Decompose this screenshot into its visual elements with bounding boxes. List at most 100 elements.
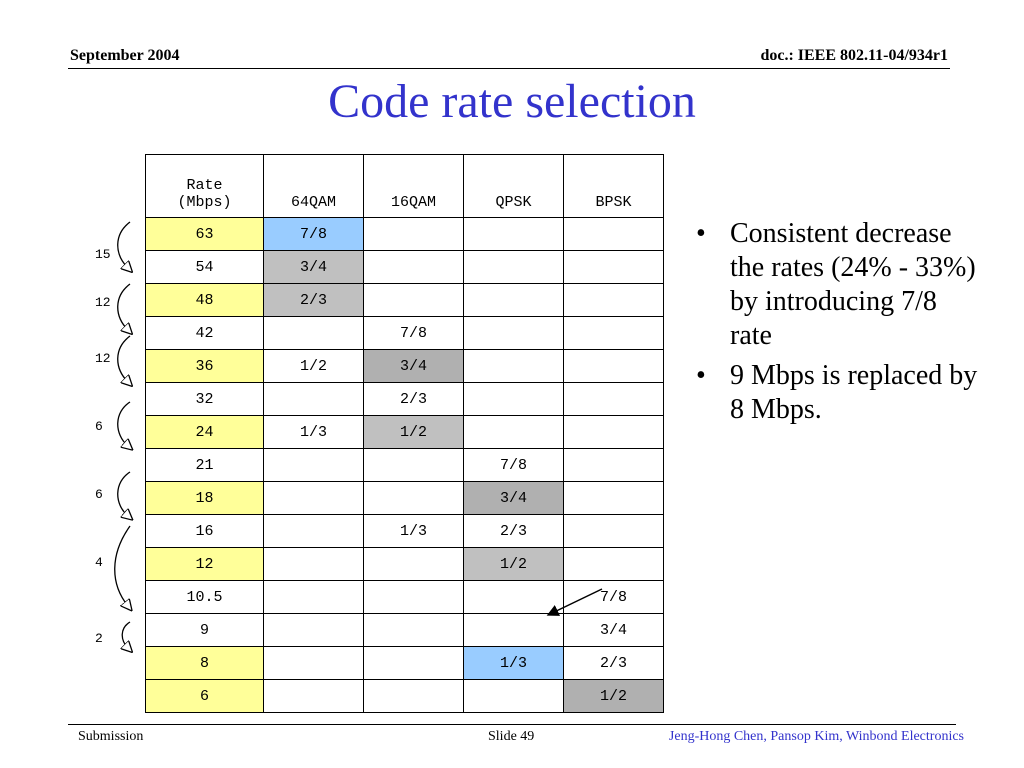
- bullet-item: 9 Mbps is replaced by 8 Mbps.: [690, 359, 980, 427]
- rate-cell: 21: [145, 448, 264, 482]
- rate-cell: 42: [145, 316, 264, 350]
- code-rate-cell: [363, 481, 464, 515]
- code-rate-cell: [563, 481, 664, 515]
- code-rate-cell: 3/4: [463, 481, 564, 515]
- code-rate-cell: 1/3: [263, 415, 364, 449]
- code-rate-cell: [563, 349, 664, 383]
- code-rate-cell: 1/2: [363, 415, 464, 449]
- jump-arrow-15: [117, 221, 130, 268]
- code-rate-cell: [563, 415, 664, 449]
- jump-arrow-6b: [117, 471, 130, 516]
- rate-cell: 54: [145, 250, 264, 284]
- code-rate-cell: [263, 679, 364, 713]
- code-rate-cell: [463, 283, 564, 317]
- footer-divider: [68, 724, 956, 725]
- jump-label: 15: [95, 247, 111, 262]
- code-rate-cell: 1/2: [463, 547, 564, 581]
- rate-cell: 8: [145, 646, 264, 680]
- code-rate-cell: [263, 448, 364, 482]
- footer-submission: Submission: [78, 729, 144, 744]
- code-rate-cell: [363, 613, 464, 647]
- code-rate-cell: [463, 250, 564, 284]
- column-header: BPSK: [563, 154, 664, 218]
- table-row: 42 7/8: [145, 316, 664, 350]
- code-rate-cell: [463, 415, 564, 449]
- code-rate-cell: [263, 514, 364, 548]
- code-rate-cell: 7/8: [563, 580, 664, 614]
- code-rate-cell: [263, 613, 364, 647]
- code-rate-cell: [563, 316, 664, 350]
- column-header: 64QAM: [263, 154, 364, 218]
- code-rate-cell: [363, 448, 464, 482]
- jump-label: 6: [95, 487, 103, 502]
- jump-label: 6: [95, 419, 103, 434]
- rate-step-arrows: 15 12 12 6 6 4 2: [95, 221, 150, 734]
- table-row: 48 2/3: [145, 283, 664, 317]
- code-rate-cell: [263, 547, 364, 581]
- table-row: 9 3/4: [145, 613, 664, 647]
- rate-cell: 10.5: [145, 580, 264, 614]
- rate-table: Rate (Mbps) 64QAM 16QAM QPSK BPSK 63 7/8…: [145, 154, 664, 713]
- column-header: QPSK: [463, 154, 564, 218]
- jump-arrow-6a: [117, 401, 130, 446]
- code-rate-cell: [563, 283, 664, 317]
- column-header: Rate (Mbps): [145, 154, 264, 218]
- footer-authors: Jeng-Hong Chen, Pansop Kim, Winbond Elec…: [668, 729, 964, 744]
- code-rate-cell: 2/3: [463, 514, 564, 548]
- header-divider: [68, 68, 950, 69]
- code-rate-cell: 3/4: [263, 250, 364, 284]
- rate-cell: 12: [145, 547, 264, 581]
- header-doc-id: doc.: IEEE 802.11-04/934r1: [760, 47, 948, 64]
- code-rate-cell: [363, 283, 464, 317]
- table-row: 32 2/3: [145, 382, 664, 416]
- rate-cell: 32: [145, 382, 264, 416]
- table-row: 63 7/8: [145, 217, 664, 251]
- code-rate-cell: 3/4: [363, 349, 464, 383]
- footer-slide-number: Slide 49: [488, 729, 535, 744]
- rate-cell: 48: [145, 283, 264, 317]
- code-rate-cell: [463, 316, 564, 350]
- code-rate-cell: 1/3: [463, 646, 564, 680]
- code-rate-cell: [263, 382, 364, 416]
- jump-label: 12: [95, 351, 111, 366]
- code-rate-cell: [463, 217, 564, 251]
- rate-cell: 63: [145, 217, 264, 251]
- table-row: 24 1/3 1/2: [145, 415, 664, 449]
- code-rate-cell: 7/8: [463, 448, 564, 482]
- code-rate-cell: [363, 217, 464, 251]
- table-row: 12 1/2: [145, 547, 664, 581]
- header-date: September 2004: [70, 47, 180, 64]
- table-row: 21 7/8: [145, 448, 664, 482]
- code-rate-cell: [463, 349, 564, 383]
- code-rate-cell: 2/3: [563, 646, 664, 680]
- table-header-row: Rate (Mbps) 64QAM 16QAM QPSK BPSK: [145, 154, 664, 218]
- rate-cell: 6: [145, 679, 264, 713]
- code-rate-cell: [263, 580, 364, 614]
- code-rate-cell: [363, 250, 464, 284]
- code-rate-cell: [463, 382, 564, 416]
- code-rate-cell: [563, 250, 664, 284]
- code-rate-cell: 1/2: [263, 349, 364, 383]
- code-rate-cell: 7/8: [363, 316, 464, 350]
- table-row: 18 3/4: [145, 481, 664, 515]
- jump-arrow-4: [114, 525, 130, 606]
- code-rate-cell: [263, 646, 364, 680]
- jump-label: 2: [95, 631, 103, 646]
- jump-label: 4: [95, 555, 103, 570]
- code-rate-cell: [563, 514, 664, 548]
- code-rate-cell: [363, 547, 464, 581]
- table-row: 6 1/2: [145, 679, 664, 713]
- jump-arrow-12a: [117, 283, 130, 330]
- jump-arrow-2: [122, 621, 130, 648]
- replacement-arrow: [546, 588, 603, 616]
- rate-cell: 24: [145, 415, 264, 449]
- rate-cell: 36: [145, 349, 264, 383]
- jump-label: 12: [95, 295, 111, 310]
- bullet-item: Consistent decrease the rates (24% - 33%…: [690, 217, 980, 353]
- code-rate-cell: [563, 382, 664, 416]
- rate-cell: 9: [145, 613, 264, 647]
- table-row: 8 1/3 2/3: [145, 646, 664, 680]
- table-row: 54 3/4: [145, 250, 664, 284]
- code-rate-cell: [463, 679, 564, 713]
- table-row: 36 1/2 3/4: [145, 349, 664, 383]
